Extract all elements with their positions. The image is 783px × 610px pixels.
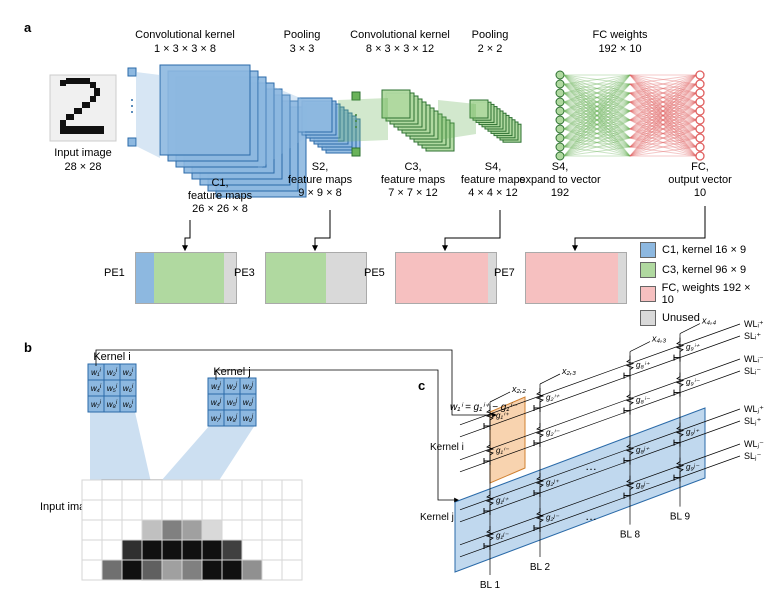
svg-text:…: … — [585, 459, 597, 473]
kernel-i: w₁iw₂iw₃iw₄iw₅iw₆iw₇iw₈iw₉i — [88, 364, 136, 412]
svg-text:SLᵢ⁺: SLᵢ⁺ — [744, 331, 761, 341]
legend-label: C3, kernel 96 × 9 — [662, 264, 746, 276]
pool2-dims: 2 × 2 — [478, 43, 503, 55]
svg-text:x₄,₄: x₄,₄ — [701, 316, 717, 326]
pe1-label: PE1 — [104, 266, 125, 280]
svg-text:SLⱼ⁻: SLⱼ⁻ — [744, 451, 762, 461]
legend-swatch — [640, 262, 656, 278]
svg-text:g₉ⁱ⁻: g₉ⁱ⁻ — [686, 378, 700, 387]
legend-swatch — [640, 242, 656, 258]
fcw-dims: 192 × 10 — [598, 43, 641, 55]
conv1-dims: 1 × 3 × 3 × 8 — [154, 43, 216, 55]
pe1-fill2 — [154, 253, 224, 303]
legend-label: FC, weights 192 × 10 — [662, 282, 763, 306]
kernel-i-title: Kernel i — [93, 351, 130, 363]
input-image-group — [50, 75, 116, 141]
legend-row: FC, weights 192 × 10 — [640, 282, 763, 306]
legend-swatch — [640, 310, 656, 326]
pool1-dims: 3 × 3 — [290, 43, 315, 55]
svg-text:C1,: C1, — [211, 177, 228, 189]
svg-text:expand to vector: expand to vector — [519, 174, 601, 186]
svg-text:feature maps: feature maps — [288, 174, 353, 186]
pool1-title: Pooling — [284, 29, 321, 41]
pe3-fill — [266, 253, 326, 303]
s2-dims: 9 × 9 × 8 — [298, 187, 341, 199]
legend-label: C1, kernel 16 × 9 — [662, 244, 746, 256]
svg-text:BL 1: BL 1 — [480, 580, 501, 591]
svg-text:feature maps: feature maps — [461, 174, 526, 186]
legend-label: Unused — [662, 312, 700, 324]
figure: a b c Convolutional kernel 1 × 3 × 3 × 8… — [20, 20, 763, 573]
fcw-title: FC weights — [592, 29, 648, 41]
kernel-j-title: Kernel j — [213, 366, 250, 378]
svg-text:g₁ⁱ⁻: g₁ⁱ⁻ — [496, 446, 509, 455]
weight-eq: w₁ⁱ = g₁ⁱ⁺ − g₁ⁱ⁻ — [450, 402, 517, 413]
svg-text:WLᵢ⁻: WLᵢ⁻ — [744, 354, 764, 364]
svg-text:g₁ʲ⁻: g₁ʲ⁻ — [496, 531, 509, 540]
svg-text:SLᵢ⁻: SLᵢ⁻ — [744, 366, 761, 376]
conv1-title: Convolutional kernel — [135, 29, 235, 41]
pe5-box — [395, 252, 497, 304]
pe3-box — [265, 252, 367, 304]
svg-text:g₁ʲ⁺: g₁ʲ⁺ — [496, 496, 509, 505]
conv2-dims: 8 × 3 × 3 × 12 — [366, 43, 434, 55]
fc-dims: 10 — [694, 187, 706, 199]
svg-text:x₂,₃: x₂,₃ — [561, 366, 576, 376]
svg-text:g₂ʲ⁺: g₂ʲ⁺ — [546, 478, 559, 487]
svg-text:x₂,₂: x₂,₂ — [511, 384, 526, 394]
input-title: Input image — [54, 147, 111, 159]
legend-swatch — [640, 286, 656, 302]
svg-text:SLⱼ⁺: SLⱼ⁺ — [744, 416, 762, 426]
pe7-fill — [526, 253, 618, 303]
svg-text:…: … — [585, 509, 597, 523]
svg-text:BL 8: BL 8 — [620, 530, 641, 541]
svg-text:BL 9: BL 9 — [670, 512, 691, 523]
svg-text:x₄,₃: x₄,₃ — [651, 334, 667, 344]
kernel-j: w₁jw₂jw₃jw₄jw₅jw₆jw₇jw₈jw₉j — [208, 378, 256, 426]
svg-text:g₈ʲ⁻: g₈ʲ⁻ — [636, 481, 650, 490]
svg-text:WLⱼ⁺: WLⱼ⁺ — [744, 404, 764, 414]
svg-text:feature maps: feature maps — [188, 190, 253, 202]
c1-dims: 26 × 26 × 8 — [192, 203, 248, 215]
svg-text:output vector: output vector — [668, 174, 732, 186]
svg-text:g₂ⁱ⁻: g₂ⁱ⁻ — [546, 428, 560, 437]
pe7-label: PE7 — [494, 266, 515, 280]
svg-text:g₉ʲ⁺: g₉ʲ⁺ — [686, 428, 700, 437]
svg-text:feature maps: feature maps — [381, 174, 446, 186]
svg-text:WLᵢ⁺: WLᵢ⁺ — [744, 319, 764, 329]
svg-text:g₂ʲ⁻: g₂ʲ⁻ — [546, 513, 559, 522]
svg-text:S4,: S4, — [485, 161, 502, 173]
input-dims: 28 × 28 — [64, 161, 101, 173]
pe7-box — [525, 252, 627, 304]
svg-text:S4,: S4, — [552, 161, 569, 173]
panel-c-svg: WLᵢ⁺SLᵢ⁺WLᵢ⁻SLᵢ⁻WLⱼ⁺SLⱼ⁺WLⱼ⁻SLⱼ⁻ ……g₁ⁱ⁺g… — [400, 350, 760, 610]
svg-text:BL 2: BL 2 — [530, 562, 551, 573]
svg-text:FC,: FC, — [691, 161, 709, 173]
kernel-i-anno: Kernel i — [430, 442, 464, 453]
svg-text:S2,: S2, — [312, 161, 329, 173]
pe5-label: PE5 — [364, 266, 385, 280]
svg-text:g₉ʲ⁻: g₉ʲ⁻ — [686, 463, 700, 472]
pe5-fill — [396, 253, 488, 303]
s4vec-dims: 192 — [551, 187, 569, 199]
pool2-title: Pooling — [472, 29, 509, 41]
svg-text:g₈ⁱ⁻: g₈ⁱ⁻ — [636, 396, 650, 405]
pe3-label: PE3 — [234, 266, 255, 280]
s4-dims: 4 × 4 × 12 — [468, 187, 518, 199]
pe1-box — [135, 252, 237, 304]
panel-b-svg: w₁iw₂iw₃iw₄iw₅iw₆iw₇iw₈iw₉i Kernel i w₁j… — [20, 330, 410, 580]
legend-row: C1, kernel 16 × 9 — [640, 242, 763, 258]
pe1-fill — [136, 253, 154, 303]
svg-text:C3,: C3, — [404, 161, 421, 173]
c3-dims: 7 × 7 × 12 — [388, 187, 438, 199]
svg-text:WLⱼ⁻: WLⱼ⁻ — [744, 439, 764, 449]
svg-text:g₂ⁱ⁺: g₂ⁱ⁺ — [546, 393, 560, 402]
kernel-j-anno: Kernel j — [420, 512, 454, 523]
svg-text:g₉ⁱ⁺: g₉ⁱ⁺ — [686, 343, 700, 352]
legend-row: C3, kernel 96 × 9 — [640, 262, 763, 278]
svg-text:g₈ⁱ⁺: g₈ⁱ⁺ — [636, 361, 650, 370]
conv2-title: Convolutional kernel — [350, 29, 450, 41]
svg-text:g₈ʲ⁺: g₈ʲ⁺ — [636, 446, 650, 455]
